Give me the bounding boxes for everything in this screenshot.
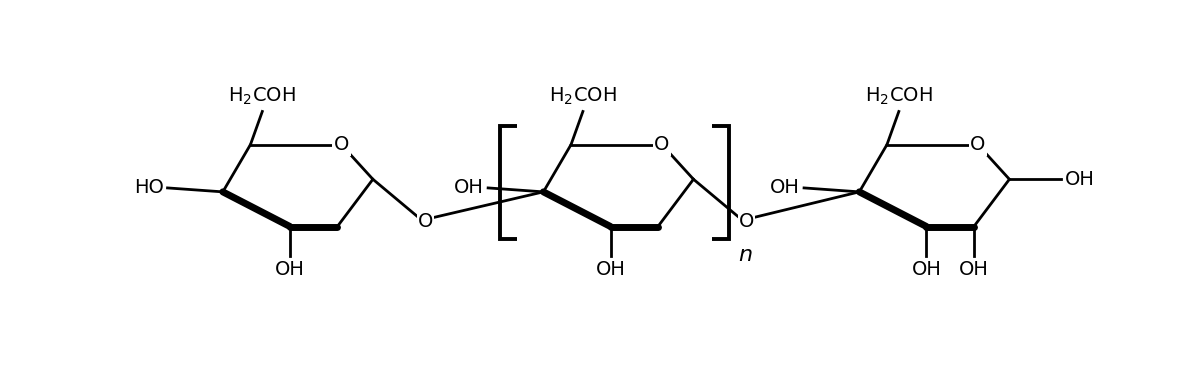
- Text: H$_2$COH: H$_2$COH: [229, 85, 296, 107]
- Text: H$_2$COH: H$_2$COH: [864, 85, 933, 107]
- Text: O: O: [739, 212, 754, 231]
- Text: OH: OH: [275, 260, 305, 279]
- Text: OH: OH: [770, 179, 800, 197]
- Text: OH: OH: [911, 260, 941, 279]
- Text: n: n: [739, 246, 753, 265]
- Text: OH: OH: [454, 179, 484, 197]
- Text: O: O: [418, 212, 434, 231]
- Text: O: O: [333, 135, 349, 154]
- Text: H$_2$COH: H$_2$COH: [549, 85, 616, 107]
- Text: O: O: [655, 135, 669, 154]
- Text: O: O: [970, 135, 986, 154]
- Text: OH: OH: [596, 260, 626, 279]
- Text: OH: OH: [959, 260, 989, 279]
- Text: HO: HO: [134, 179, 163, 197]
- Text: OH: OH: [1065, 170, 1095, 189]
